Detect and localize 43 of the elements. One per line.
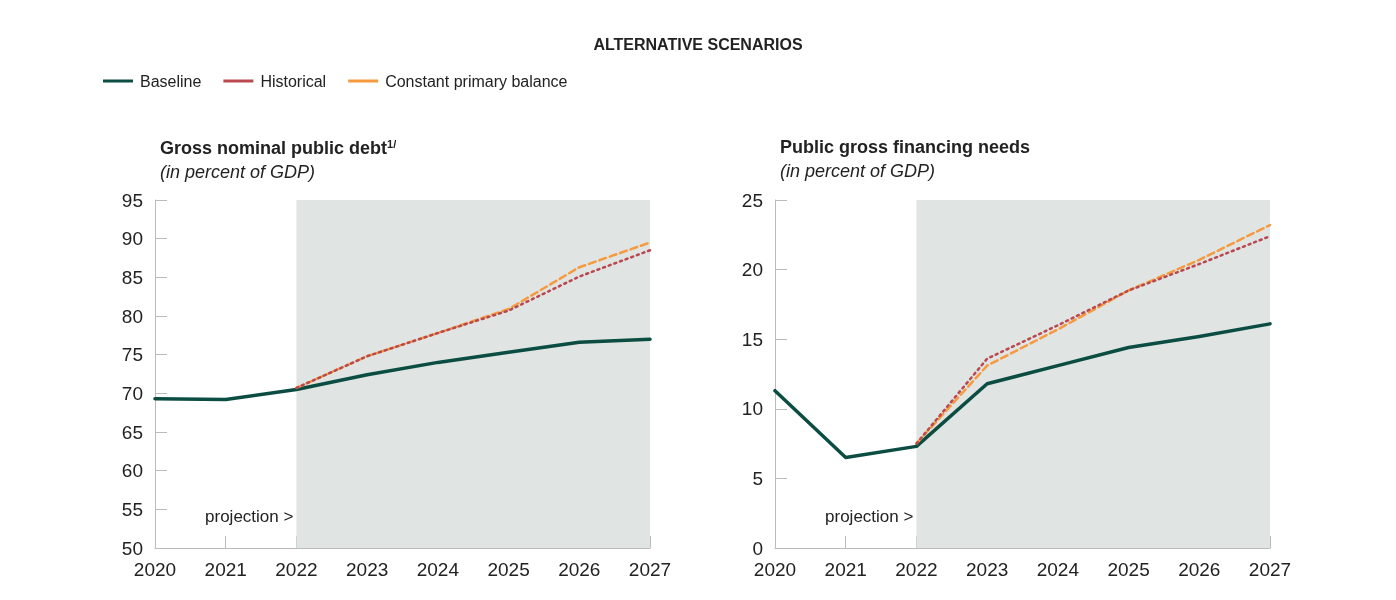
y-tick-label: 80 bbox=[121, 305, 143, 327]
y-tick-label: 95 bbox=[121, 189, 143, 211]
legend-label: Constant primary balance bbox=[385, 72, 568, 90]
y-tick-label: 15 bbox=[741, 328, 763, 350]
band-label: projection > bbox=[205, 507, 294, 526]
x-tick-label: 2024 bbox=[1036, 559, 1080, 580]
x-tick-label: 2026 bbox=[1178, 559, 1221, 580]
legend-label: Historical bbox=[260, 72, 327, 90]
y-tick-label: 90 bbox=[121, 228, 143, 250]
x-tick-label: 2021 bbox=[824, 559, 867, 580]
chart-title: Public gross financing needs bbox=[780, 137, 1031, 157]
x-tick-label: 2023 bbox=[966, 559, 1009, 580]
y-tick-label: 55 bbox=[121, 498, 143, 520]
y-tick-label: 75 bbox=[121, 344, 143, 366]
x-tick-label: 2021 bbox=[204, 559, 247, 580]
line-series bbox=[773, 322, 1272, 460]
band-label: projection > bbox=[825, 507, 914, 526]
y-tick-label: 10 bbox=[741, 398, 763, 420]
y-tick-label: 70 bbox=[121, 382, 143, 404]
x-tick-label: 2023 bbox=[346, 559, 389, 580]
y-tick-label: 85 bbox=[121, 266, 143, 288]
x-tick-label: 2025 bbox=[487, 559, 530, 580]
x-tick-label: 2024 bbox=[416, 559, 460, 580]
x-tick-label: 2027 bbox=[628, 559, 672, 580]
text: ALTERNATIVE SCENARIOS bbox=[592, 36, 804, 54]
x-tick-label: 2022 bbox=[895, 559, 938, 580]
x-tick-label: 2026 bbox=[558, 559, 601, 580]
x-tick-label: 2025 bbox=[1107, 559, 1150, 580]
x-tick-label: 2020 bbox=[753, 559, 797, 580]
y-tick-label: 0 bbox=[752, 537, 763, 559]
x-tick-label: 2027 bbox=[1248, 559, 1292, 580]
y-tick-label: 60 bbox=[121, 460, 143, 482]
line-series bbox=[153, 337, 652, 402]
y-tick-label: 50 bbox=[121, 537, 143, 559]
chart-subtitle: (in percent of GDP) bbox=[780, 161, 936, 181]
x-tick-label: 2022 bbox=[275, 559, 318, 580]
chart-subtitle: (in percent of GDP) bbox=[160, 161, 316, 182]
y-tick-label: 65 bbox=[121, 421, 143, 443]
y-tick-label: 25 bbox=[741, 189, 763, 211]
y-tick-label: 5 bbox=[752, 467, 763, 489]
legend-label: Baseline bbox=[140, 72, 202, 90]
y-tick-label: 20 bbox=[741, 259, 763, 281]
x-tick-label: 2020 bbox=[133, 559, 177, 580]
